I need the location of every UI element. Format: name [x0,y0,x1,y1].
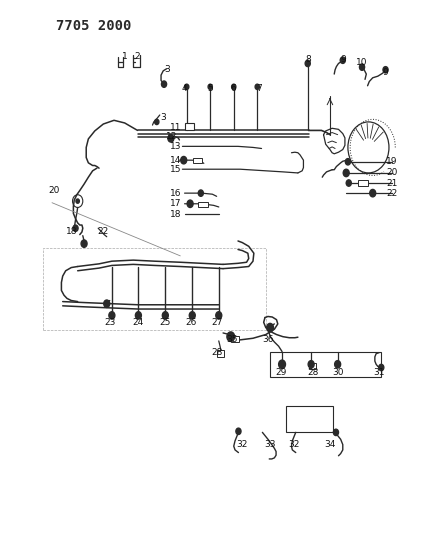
Circle shape [335,361,341,368]
Text: 15: 15 [170,165,182,174]
Text: 31: 31 [373,368,385,377]
Text: 17: 17 [170,199,182,208]
Bar [193,158,202,163]
Text: 28: 28 [307,368,319,377]
Circle shape [333,429,338,435]
Circle shape [104,300,110,308]
Circle shape [345,159,350,165]
Circle shape [208,84,212,90]
Text: 9: 9 [383,68,388,77]
Circle shape [162,312,168,319]
Bar [286,406,333,432]
Bar [358,180,368,185]
Bar [198,201,208,207]
Bar [231,336,239,342]
Text: 28: 28 [211,348,222,357]
Text: 27: 27 [211,318,222,327]
Circle shape [236,428,241,434]
Circle shape [109,312,115,319]
Circle shape [255,84,260,90]
Bar [217,351,224,357]
Circle shape [154,119,159,125]
Bar [43,248,266,330]
Circle shape [370,189,376,197]
Text: 32: 32 [237,440,248,449]
Text: 12: 12 [166,132,178,141]
Text: 20: 20 [48,186,60,195]
Text: 7: 7 [257,84,262,93]
Text: 7705 2000: 7705 2000 [56,19,132,33]
Circle shape [343,169,349,176]
Text: 8: 8 [306,55,311,63]
Circle shape [187,200,193,207]
Bar [270,352,381,377]
Bar [184,123,194,131]
Circle shape [232,84,236,90]
Circle shape [136,312,142,319]
Circle shape [379,365,384,370]
Text: 4: 4 [182,84,187,93]
Circle shape [198,190,203,196]
Circle shape [184,84,189,90]
Text: 29: 29 [275,368,287,377]
Text: 16: 16 [170,189,182,198]
Circle shape [181,157,187,164]
Text: 22: 22 [98,228,109,237]
Circle shape [76,199,79,203]
Text: 25: 25 [160,318,171,327]
Text: 23: 23 [104,318,115,327]
Text: 13: 13 [170,142,182,151]
Text: 1: 1 [122,52,127,61]
Circle shape [346,180,351,186]
Text: 18: 18 [66,228,77,237]
Text: 3: 3 [165,66,170,74]
Circle shape [81,240,87,247]
Text: 34: 34 [324,440,335,449]
Circle shape [360,64,365,70]
Circle shape [279,360,285,368]
Text: 2: 2 [135,52,140,61]
Text: 3: 3 [160,113,166,122]
Bar [308,363,316,369]
Circle shape [73,225,78,231]
Circle shape [216,312,222,319]
Circle shape [189,312,195,319]
Circle shape [305,60,310,67]
Circle shape [383,67,388,73]
Text: 32: 32 [288,440,299,449]
Text: 14: 14 [170,156,182,165]
Text: 30: 30 [333,368,344,377]
Text: 33: 33 [264,440,276,449]
Circle shape [340,57,345,63]
Text: 18: 18 [170,210,182,219]
Circle shape [267,324,274,332]
Text: 26: 26 [185,318,196,327]
Text: 6: 6 [231,84,237,93]
Text: 10: 10 [356,59,368,67]
Text: 19: 19 [386,157,398,166]
Circle shape [308,361,314,368]
Text: 22: 22 [387,189,398,198]
Circle shape [161,81,166,87]
Text: 11: 11 [170,123,182,132]
Text: 21: 21 [386,179,398,188]
Text: 35: 35 [226,335,237,344]
Text: 5: 5 [207,84,213,93]
Text: 20: 20 [386,168,398,177]
Circle shape [168,135,174,142]
Text: 24: 24 [132,318,143,327]
Circle shape [227,332,235,342]
Text: 36: 36 [262,335,274,344]
Text: 9: 9 [340,55,346,63]
